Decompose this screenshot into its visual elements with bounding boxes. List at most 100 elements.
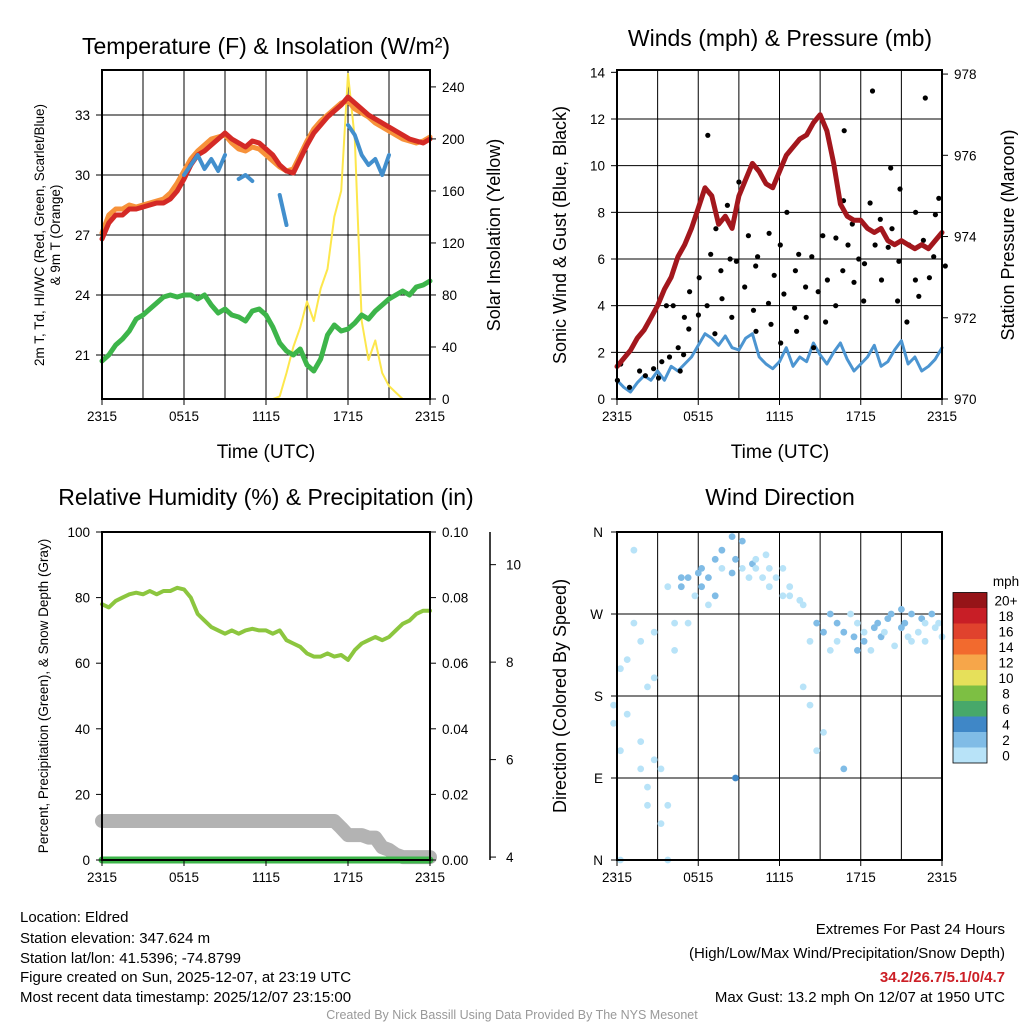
wind-direction-point bbox=[644, 801, 651, 809]
colorbar-swatch bbox=[953, 716, 987, 732]
wind-direction-point bbox=[691, 592, 699, 600]
gust-point bbox=[626, 384, 633, 390]
gust-point bbox=[729, 314, 735, 320]
temp-chart-title: Temperature (F) & Insolation (W/m²) bbox=[82, 33, 450, 59]
snow-depth-line bbox=[95, 814, 437, 865]
gust-point bbox=[745, 233, 752, 239]
rh-y-tick-label: 0 bbox=[82, 853, 90, 868]
gust-point bbox=[942, 263, 948, 269]
colorbar-swatch bbox=[953, 670, 987, 686]
temp-x-tick-label: 1115 bbox=[252, 409, 280, 424]
temp-2m-line bbox=[99, 94, 433, 242]
gust-point bbox=[768, 321, 774, 327]
gust-point bbox=[872, 242, 878, 248]
wind-direction-point bbox=[806, 701, 814, 709]
temp-x-label: Time (UTC) bbox=[217, 442, 316, 463]
solar-y-tick-label: 0 bbox=[442, 392, 450, 407]
rh-y-tick-label: 40 bbox=[75, 722, 90, 737]
gust-point bbox=[845, 242, 851, 248]
solar-y-tick-label: 160 bbox=[442, 184, 465, 199]
gust-point bbox=[851, 279, 857, 285]
wind-direction-point bbox=[765, 565, 773, 572]
winds-y-label: Sonic Wind & Gust (Blue, Black) bbox=[550, 106, 570, 364]
colorbar-swatch bbox=[953, 747, 987, 763]
wind-direction-point bbox=[881, 628, 888, 636]
wdir-y-tick-label: N bbox=[593, 853, 603, 868]
gust-point bbox=[931, 254, 937, 260]
rh-y-tick-label: 80 bbox=[75, 591, 90, 606]
snow-y-tick-label: 10 bbox=[506, 558, 521, 573]
wind-direction-point bbox=[623, 656, 631, 663]
gust-point bbox=[811, 345, 817, 351]
footer-recent: Most recent data timestamp: 2025/12/07 2… bbox=[20, 989, 351, 1006]
gust-point bbox=[867, 200, 873, 206]
wind-direction-point bbox=[765, 583, 773, 591]
wind-direction-point bbox=[617, 747, 624, 755]
temp-y-label: 2m T, Td, HI/WC (Red, Green, Scarlet/Blu… bbox=[32, 104, 47, 366]
footer-latlon: Station lat/lon: 41.5396; -74.8799 bbox=[20, 950, 241, 967]
gust-point bbox=[655, 375, 662, 381]
wind-direction-point bbox=[921, 637, 929, 645]
wind-direction-point bbox=[914, 628, 922, 636]
gust-point bbox=[920, 237, 927, 243]
colorbar-frame bbox=[952, 592, 988, 764]
gust-point bbox=[687, 289, 693, 295]
colorbar-level-label: 12 bbox=[998, 655, 1013, 670]
wind-direction-point bbox=[617, 665, 624, 673]
gust-point bbox=[675, 345, 681, 351]
wind-direction-point bbox=[650, 628, 658, 636]
gust-point bbox=[803, 314, 809, 320]
gust-point bbox=[733, 258, 740, 264]
gust-point bbox=[889, 226, 895, 232]
winds-y-tick-label: 10 bbox=[590, 159, 605, 174]
wind-direction-point bbox=[779, 565, 787, 572]
wind-direction-point bbox=[705, 574, 712, 581]
winds-x-tick-label: 1115 bbox=[765, 409, 793, 424]
colorbar-level-label: 16 bbox=[998, 624, 1013, 639]
sonic-wind-line bbox=[615, 332, 944, 394]
gust-point bbox=[824, 277, 831, 283]
wind-direction-point bbox=[854, 619, 861, 627]
gust-point bbox=[913, 209, 919, 215]
gust-point bbox=[794, 328, 800, 334]
wind-direction-point bbox=[826, 610, 834, 618]
solar-y-tick-label: 240 bbox=[442, 80, 465, 95]
wind-direction-point bbox=[637, 637, 645, 645]
credit-line: Created By Nick Bassill Using Data Provi… bbox=[326, 1008, 698, 1022]
snow-y-tick-label: 6 bbox=[506, 753, 514, 768]
precip-y-tick-label: 0.08 bbox=[442, 591, 468, 606]
colorbar-level-label: 18 bbox=[998, 609, 1013, 624]
gust-point bbox=[861, 261, 868, 267]
wind-direction-point bbox=[806, 637, 814, 645]
wind-direction-point bbox=[664, 583, 672, 591]
temp-y-tick-label: 33 bbox=[75, 108, 90, 123]
wdir-y-tick-label: W bbox=[590, 607, 603, 622]
gust-point bbox=[820, 233, 826, 239]
temp-x-tick-label: 1715 bbox=[333, 409, 363, 424]
gust-point bbox=[642, 373, 649, 379]
gust-point bbox=[670, 303, 676, 309]
gust-point bbox=[888, 165, 894, 171]
wind-direction-point bbox=[833, 637, 841, 645]
temp-x-tick-label: 2315 bbox=[87, 409, 117, 424]
dewpoint-line bbox=[99, 278, 433, 374]
wind-direction-point bbox=[657, 765, 665, 773]
temp-x-tick-label: 0515 bbox=[169, 409, 199, 424]
footer-created: Figure created on Sun, 2025-12-07, at 23… bbox=[20, 969, 351, 986]
gust-point bbox=[750, 307, 757, 313]
wind-direction-point bbox=[718, 565, 726, 572]
colorbar-level-label: 20+ bbox=[995, 593, 1018, 608]
wind-direction-point bbox=[623, 710, 631, 718]
winds-x-tick-label: 0515 bbox=[683, 409, 713, 424]
gust-point bbox=[869, 88, 876, 94]
gust-point bbox=[659, 359, 665, 365]
gust-point bbox=[856, 256, 862, 262]
gust-point bbox=[663, 303, 670, 309]
wind-direction-point bbox=[840, 765, 848, 773]
wind-direction-point bbox=[650, 674, 658, 682]
winds-x-tick-label: 2315 bbox=[927, 409, 957, 424]
gust-point bbox=[742, 284, 748, 290]
gust-point bbox=[840, 268, 846, 274]
wind-direction-point bbox=[813, 747, 821, 755]
footer-location: Location: Eldred bbox=[20, 909, 128, 926]
